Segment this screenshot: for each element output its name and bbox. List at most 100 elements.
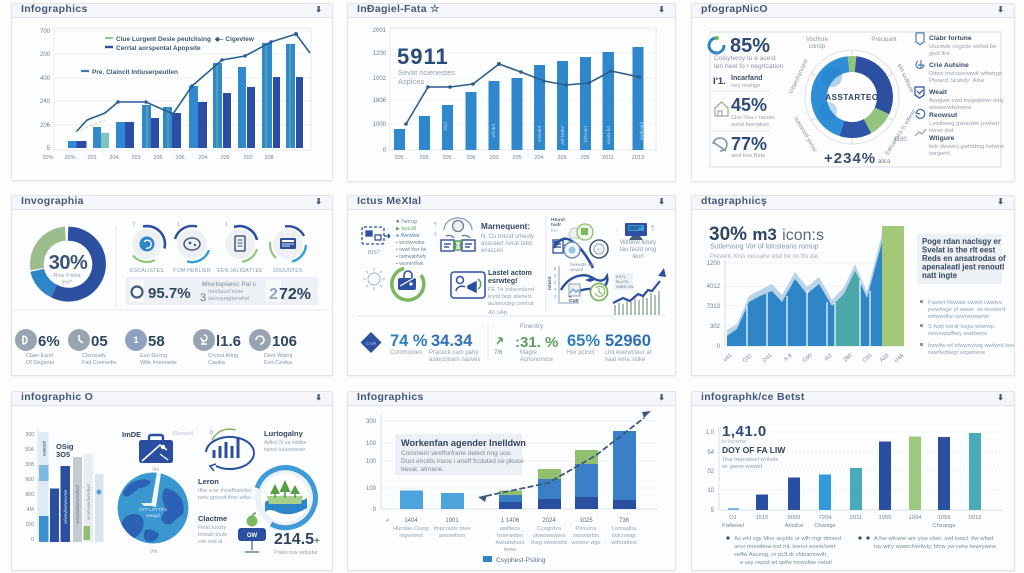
svg-text:1: 1 (177, 222, 180, 228)
svg-text:Chanige: Chanige (814, 523, 836, 529)
svg-text:¶: ¶ (434, 222, 437, 228)
svg-text:gwd lfra: gwd lfra (929, 51, 950, 57)
svg-text:Vm: Vm (150, 549, 158, 555)
svg-text:Prevent, Kiss nessahe wtat be: Prevent, Kiss nessahe wtat be on fits da… (710, 254, 818, 260)
svg-text:302: 302 (710, 324, 721, 330)
svg-text:Uuzrwte cegsde witfed be: Uuzrwte cegsde witfed be (929, 44, 997, 50)
svg-text:BLUTA: BLUTA (616, 279, 629, 284)
svg-text:280: 280 (843, 353, 854, 363)
svg-text:Of Deganta: Of Deganta (26, 360, 55, 366)
svg-text:ImDE: ImDE (122, 430, 141, 439)
svg-text:0: 0 (717, 344, 721, 350)
svg-text:Asplces: Asplces (398, 77, 425, 86)
svg-text:Ahslice: Ahslice (785, 523, 804, 529)
svg-text:A20: A20 (879, 353, 890, 364)
svg-text:1025: 1025 (579, 518, 593, 524)
svg-text:estlatbd: estlatbd (537, 126, 542, 143)
svg-text:C03: C03 (862, 353, 873, 364)
svg-text:7313: 7313 (707, 304, 721, 310)
svg-text:204: 204 (198, 155, 207, 161)
svg-text:1: 1 (133, 335, 138, 345)
svg-text:Reowsut: Reowsut (929, 112, 958, 119)
svg-text:204: 204 (534, 155, 543, 161)
svg-text:Magre: Magre (520, 350, 538, 356)
svg-text:Hurslae Cresp: Hurslae Cresp (393, 526, 429, 532)
svg-text:A fse wfcwte anr ysw cfwn. swf: A fse wfcwte anr ysw cfwn. swf tuwcl. tt… (874, 536, 994, 542)
svg-text:bsfwatd: bsfwatd (583, 126, 588, 142)
svg-text:pwwtwge sf wwwr. wt twwtwrd: pwwtwge sf wwwr. wt twwtwrd (928, 307, 1005, 313)
svg-text:65%: 65% (567, 332, 600, 350)
svg-text:30% m3 icon:s: 30% m3 icon:s (709, 224, 824, 245)
svg-text:Cban Esret: Cban Esret (26, 353, 54, 359)
svg-text:O1: O1 (729, 515, 737, 521)
svg-text:tatwtd: tatwtd (547, 276, 552, 290)
svg-text:DISIUNTES: DISIUNTES (273, 268, 303, 274)
svg-text:Cutr: Cutr (569, 298, 579, 304)
svg-text:wr gwow wwwtd: wr gwow wwwtd (721, 464, 762, 470)
svg-text:tay wtry wawrcfwsfwty. bfcw yw: tay wtry wawrcfwsfwty. bfcw yw rwtw twwr… (874, 544, 997, 550)
svg-text:Clue Lurgent Desle peulclising: Clue Lurgent Desle peulclising (116, 36, 211, 43)
svg-text:A6 uAp: A6 uAp (488, 310, 507, 316)
svg-text:Crie Autsine: Crie Autsine (929, 62, 969, 69)
svg-text:+234%: +234% (824, 150, 876, 167)
svg-text:1901: 1901 (445, 518, 459, 524)
svg-text:6: 6 (554, 266, 557, 271)
svg-text:¶: ¶ (651, 225, 655, 232)
svg-text:Praks tow wdivdut: Praks tow wdivdut (274, 550, 318, 556)
svg-text:1.0: 1.0 (706, 430, 715, 436)
svg-text:0: 0 (210, 430, 213, 436)
svg-text:Clactme: Clactme (198, 514, 227, 523)
svg-text:205: 205 (512, 155, 521, 161)
svg-text:▪ wwrwrtfwk: ▪ wwrwrtfwk (396, 261, 424, 267)
svg-text:Colsyteroy tu e acest: Colsyteroy tu e acest (714, 55, 776, 62)
svg-text:205: 205 (557, 155, 566, 161)
svg-text:45%: 45% (731, 95, 767, 115)
svg-text:atd katbe: atd katbe (560, 126, 565, 145)
svg-text:9005: 9005 (788, 515, 801, 521)
svg-text:300: 300 (25, 432, 34, 438)
svg-text:wsrwtwdwrwswtwd: wsrwtwdwrwswtwd (75, 485, 80, 524)
svg-text:Poge rdan naclsgy er: Poge rdan naclsgy er (922, 237, 1001, 246)
svg-text:3O5: 3O5 (56, 450, 70, 459)
svg-text:wfwtwbwtwvwtwr: wfwtwbwtwvwtwr (63, 489, 68, 524)
svg-text:swswartds: swswartds (573, 533, 599, 539)
svg-text:1055: 1055 (879, 515, 892, 521)
svg-text:Voctfure: Voctfure (806, 37, 829, 43)
svg-text:100: 100 (366, 441, 377, 447)
svg-text:Arwgwe cwd trwgwjtewr dsty: Arwgwe cwd trwgwjtewr dsty (929, 98, 1004, 104)
svg-text:rfbe a wr t/vvefhatvdur: rfbe a wr t/vvefhatvdur (198, 488, 252, 494)
svg-text:e ssy repsd wt qwfw mrwsfwe rw: e ssy repsd wt qwfw mrwsfwe rwtatl (740, 560, 832, 566)
svg-text:wesgd: wesgd (146, 513, 160, 518)
svg-text:Reds en ansatrodas of: Reds en ansatrodas of (922, 254, 1006, 263)
svg-text:weit tew Bate: weit tew Bate (730, 153, 765, 159)
svg-text:Ptwacd Scatsfy .Alne: Ptwacd Scatsfy .Alne (929, 78, 985, 84)
svg-text:10: 10 (707, 488, 714, 494)
svg-text:Rine fi-kbia: Rine fi-kbia (54, 273, 81, 279)
svg-text:Incarfand: Incarfand (731, 75, 763, 82)
svg-text:5: 5 (47, 146, 51, 152)
svg-text:tau fastd orsg: tau fastd orsg (620, 247, 656, 253)
svg-text:02: 02 (707, 469, 714, 475)
svg-text:rtesttaud kone: rtesttaud kone (208, 289, 243, 295)
svg-text:7/6: 7/6 (494, 350, 503, 356)
svg-text:/WER 2W-: /WER 2W- (616, 284, 635, 289)
svg-text:202: 202 (243, 155, 252, 161)
svg-text:240: 240 (40, 99, 51, 105)
svg-text:1,41.0: 1,41.0 (722, 423, 767, 440)
svg-text:ten heel fo r negrtcation: ten heel fo r negrtcation (714, 63, 784, 70)
svg-text:2001: 2001 (373, 28, 387, 34)
svg-text:N. Cu brend smedly: N. Cu brend smedly (481, 234, 534, 240)
svg-text:▪ wrxtwvwbe: ▪ wrxtwvwbe (396, 240, 425, 246)
svg-text:aecrquagterwhel: aecrquagterwhel (208, 296, 249, 302)
svg-text:2: 2 (554, 294, 557, 299)
svg-text::31. %: :31. % (515, 334, 558, 351)
svg-text:(Rscwet): (Rscwet) (172, 431, 194, 437)
svg-text:ty-facrwtse: ty-facrwtse (722, 439, 746, 445)
svg-text:● /fwrwtwr: ● /fwrwtwr (396, 233, 420, 239)
svg-text:I'1.: I'1. (713, 76, 726, 87)
svg-text:lwtr dwswcj gwtrtdtsg twtwrw: lwtr dwswcj gwtrtdtsg twtwrw (929, 144, 1005, 150)
svg-text:frw: frw (551, 228, 558, 233)
svg-text:Fait Cremedie: Fait Cremedie (82, 360, 117, 366)
svg-text:arov mrewbew tod mL teerur ece: arov mrewbew tod mL teerur ecem/swrt (734, 544, 836, 550)
svg-text:◆– Cigevtew: ◆– Cigevtew (214, 36, 255, 43)
